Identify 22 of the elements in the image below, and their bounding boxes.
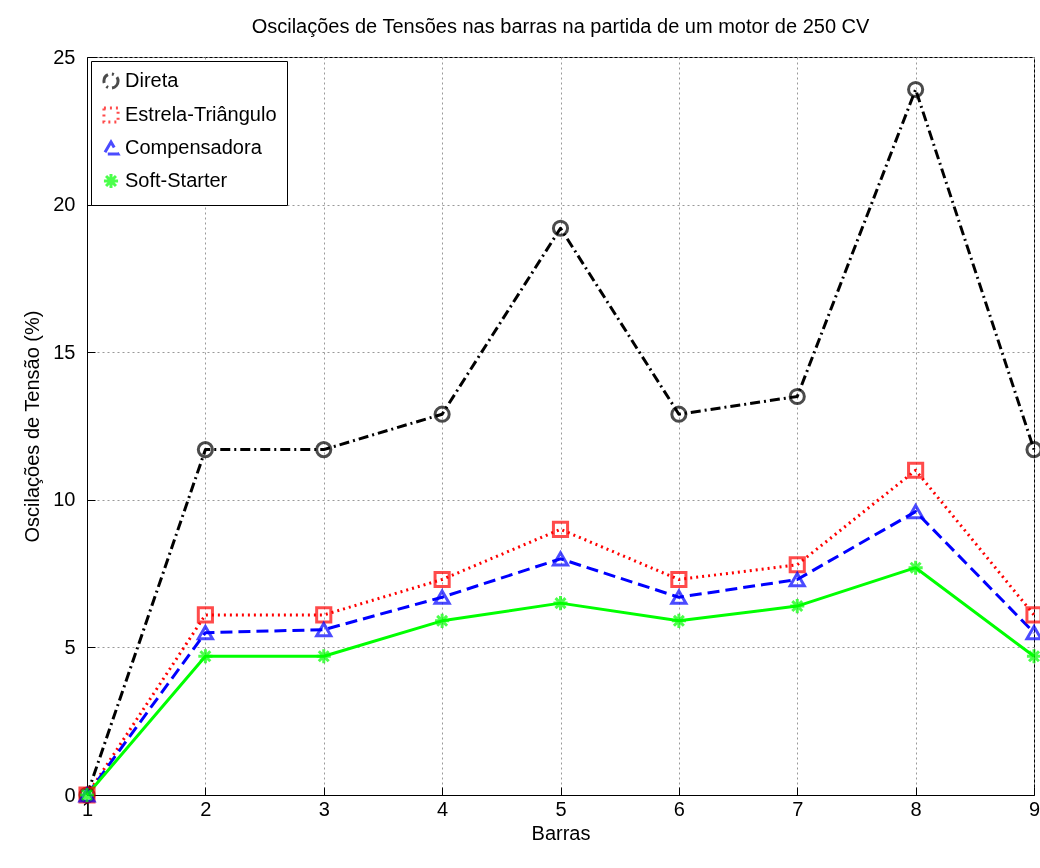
- x-tick-label: 9: [1028, 797, 1040, 820]
- y-tick-label: 10: [53, 488, 76, 511]
- legend-label: Compensadora: [125, 136, 263, 158]
- legend-label: Soft-Starter: [125, 169, 228, 191]
- y-tick-label: 15: [53, 340, 76, 363]
- x-tick-label: 6: [673, 797, 685, 820]
- x-tick-label: 5: [555, 797, 567, 820]
- x-axis-title: Barras: [531, 821, 591, 844]
- chart-title: Oscilações de Tensões nas barras na partida de um motor de 250 CV: [251, 15, 871, 37]
- y-tick-label: 25: [53, 45, 76, 68]
- y-axis-title: Oscilações de Tensão (%): [21, 310, 44, 543]
- legend-label: Estrela-Triângulo: [125, 103, 277, 125]
- y-tick-label: 5: [64, 635, 76, 658]
- y-tick-label: 0: [64, 783, 76, 806]
- y-tick-label: 20: [53, 193, 76, 216]
- x-tick-label: 8: [910, 797, 922, 820]
- x-tick-label: 4: [437, 797, 449, 820]
- x-tick-label: 2: [200, 797, 212, 820]
- legend-label: Direta: [125, 69, 180, 91]
- x-tick-label: 3: [318, 797, 330, 820]
- x-tick-label: 1: [81, 797, 94, 820]
- x-tick-label: 7: [792, 797, 804, 820]
